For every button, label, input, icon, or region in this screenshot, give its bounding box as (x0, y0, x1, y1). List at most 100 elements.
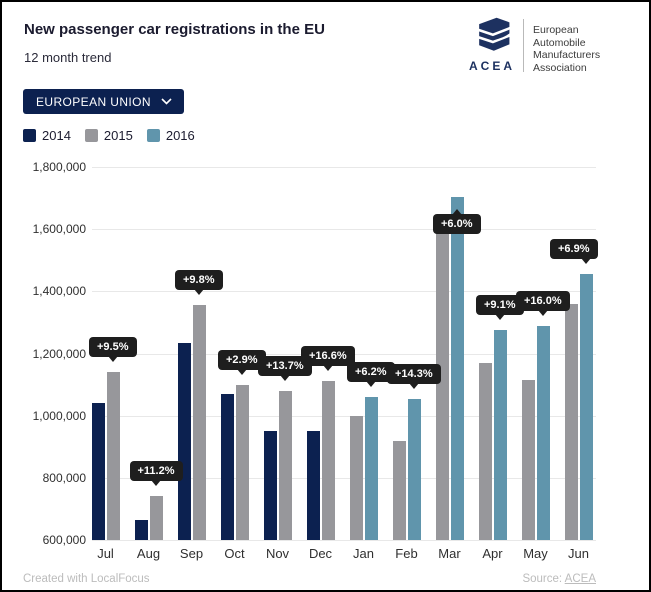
x-axis-label-mar: Mar (438, 546, 461, 561)
badge-pointer (237, 368, 247, 375)
x-axis-label-aug: Aug (136, 546, 161, 561)
chart-subtitle: 12 month trend (24, 50, 112, 65)
change-badge-may: +16.0% (516, 290, 570, 316)
bar-2016-mar[interactable] (450, 196, 464, 540)
chart-legend: 2014 2015 2016 (23, 128, 195, 143)
legend-label: 2014 (42, 128, 71, 143)
bar-2015-nov[interactable] (278, 390, 292, 540)
legend-label: 2015 (103, 128, 133, 143)
y-axis-label: 600,000 (42, 533, 86, 547)
badge-pointer (323, 365, 333, 372)
y-axis-label: 1,000,000 (32, 408, 86, 423)
bar-2015-jun[interactable] (564, 303, 578, 540)
x-axis-label-jun: Jun (568, 546, 589, 561)
gridline (92, 229, 596, 231)
bar-2016-may[interactable] (536, 325, 550, 540)
y-axis-label: 1,400,000 (32, 284, 86, 299)
gridline (92, 540, 596, 541)
x-axis-label-apr: Apr (482, 546, 503, 561)
x-axis-label-jan: Jan (353, 546, 374, 561)
legend-item-2014: 2014 (23, 128, 71, 143)
bar-2014-sep[interactable] (177, 342, 191, 540)
bar-2016-feb[interactable] (407, 398, 421, 540)
logo-divider (523, 19, 524, 72)
x-axis-label-may: May (523, 546, 548, 561)
badge-pointer (194, 289, 204, 296)
bar-2015-apr[interactable] (478, 362, 492, 540)
change-badge-apr: +9.1% (476, 295, 524, 321)
badge-pointer (409, 382, 419, 389)
badge-pointer (495, 314, 505, 321)
page-title: New passenger car registrations in the E… (24, 21, 325, 38)
bar-2016-jun[interactable] (579, 274, 593, 540)
badge-pointer (280, 374, 290, 381)
acea-org-name: European Automobile Manufacturers Associ… (533, 24, 600, 74)
x-axis-label-sep: Sep (179, 546, 204, 561)
legend-item-2016: 2016 (146, 128, 195, 143)
source-text: Source: ACEA (522, 573, 596, 585)
bar-2015-feb[interactable] (392, 440, 406, 540)
bar-2015-oct[interactable] (235, 384, 249, 540)
bar-2015-jan[interactable] (349, 415, 363, 540)
change-badge-oct: +2.9% (218, 349, 266, 375)
bar-2015-may[interactable] (521, 379, 535, 540)
org-line: Automobile (533, 36, 586, 49)
x-axis-label-feb: Feb (395, 546, 418, 561)
bar-2014-dec[interactable] (306, 431, 320, 540)
bar-2015-dec[interactable] (321, 381, 335, 540)
credit-text: Created with LocalFocus (23, 573, 150, 585)
legend-swatch-2015 (84, 129, 98, 142)
change-badge-dec: +16.6% (301, 346, 355, 372)
gridline (92, 415, 596, 417)
chevron-down-icon (161, 98, 172, 105)
bar-2014-jul[interactable] (91, 403, 105, 540)
change-badge-aug: +11.2% (129, 461, 183, 487)
legend-swatch-2014 (23, 129, 36, 142)
source-prefix: Source: (522, 573, 565, 585)
change-badge-sep: +9.8% (175, 270, 223, 296)
legend-item-2015: 2015 (84, 128, 133, 143)
region-dropdown-value: EUROPEAN UNION (36, 94, 151, 109)
source-link[interactable]: ACEA (564, 573, 596, 585)
bar-2015-aug[interactable] (149, 496, 163, 540)
x-axis-label-jul: Jul (97, 546, 114, 561)
bar-2014-nov[interactable] (263, 431, 277, 540)
x-axis-label-nov: Nov (265, 546, 290, 561)
change-badge-mar: +6.0% (433, 208, 481, 234)
y-axis-label: 1,200,000 (32, 346, 86, 361)
legend-label: 2016 (165, 128, 195, 143)
acea-logo-icon (479, 17, 510, 51)
org-line: Association (533, 61, 587, 74)
y-axis-label: 1,800,000 (32, 160, 86, 174)
y-axis-label: 1,600,000 (32, 222, 86, 237)
badge-pointer (581, 258, 591, 265)
change-badge-jul: +9.5% (89, 337, 137, 363)
badge-pointer (108, 356, 118, 363)
badge-pointer (538, 309, 548, 316)
change-badge-feb: +14.3% (387, 363, 441, 389)
x-axis-label-dec: Dec (308, 546, 333, 561)
bar-2016-apr[interactable] (493, 330, 507, 540)
bar-2015-jul[interactable] (106, 372, 120, 540)
legend-swatch-2016 (146, 129, 160, 142)
bar-2016-jan[interactable] (364, 397, 378, 540)
badge-pointer (452, 208, 462, 215)
change-badge-jun: +6.9% (550, 239, 598, 265)
change-badge-jan: +6.2% (347, 362, 395, 388)
acea-logo-text: ACEA (468, 59, 515, 73)
gridline (92, 167, 596, 168)
bar-2015-mar[interactable] (435, 226, 449, 540)
y-axis-label: 800,000 (42, 470, 86, 485)
bar-2014-oct[interactable] (220, 393, 234, 540)
org-line: European (533, 24, 579, 36)
org-line: Manufacturers (533, 49, 601, 61)
bar-2015-sep[interactable] (192, 305, 206, 540)
gridline (92, 477, 596, 479)
x-axis-label-oct: Oct (224, 546, 245, 561)
region-dropdown[interactable]: EUROPEAN UNION (23, 89, 184, 114)
change-badge-nov: +13.7% (258, 355, 312, 381)
bar-2014-aug[interactable] (134, 519, 148, 540)
badge-pointer (366, 381, 376, 388)
